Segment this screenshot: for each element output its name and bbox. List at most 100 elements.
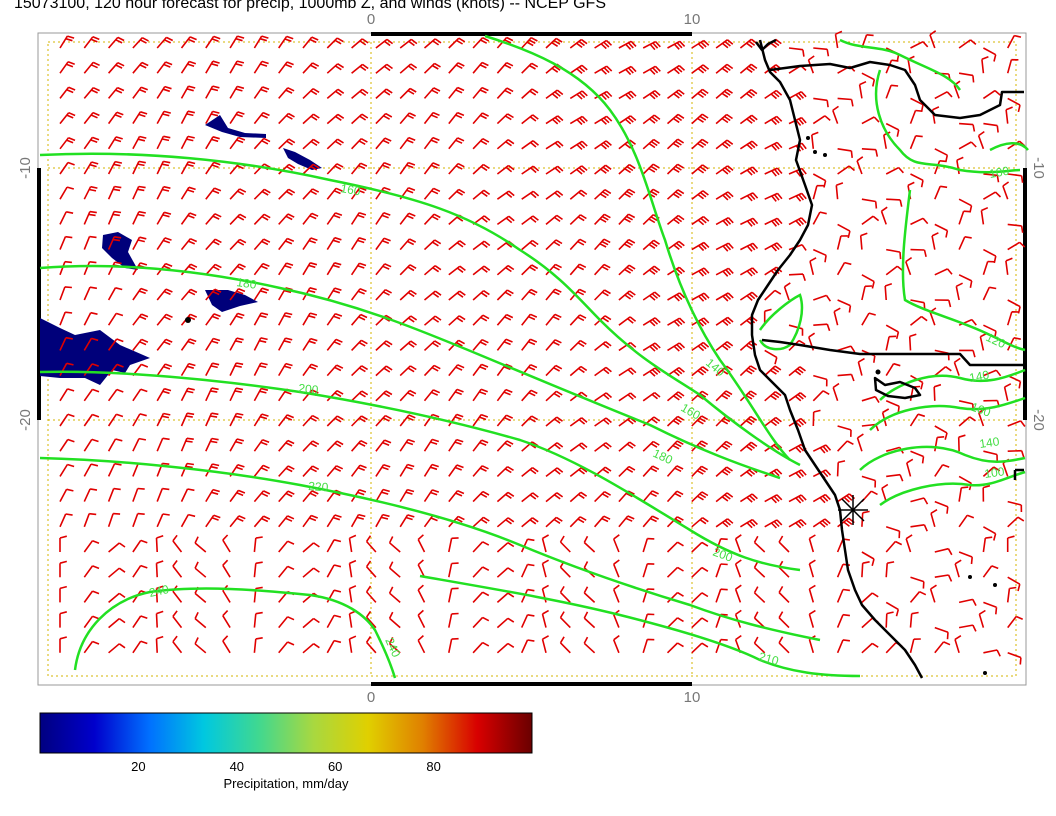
wind-barb xyxy=(108,643,126,654)
wind-barb xyxy=(205,288,222,301)
wind-barb xyxy=(559,611,571,629)
wind-barb xyxy=(934,574,953,582)
wind-barb xyxy=(934,148,949,163)
wind-barb xyxy=(569,263,587,276)
wind-barb xyxy=(278,641,295,654)
wind-barb xyxy=(908,333,917,351)
wind-barb xyxy=(715,613,728,628)
wind-barb xyxy=(472,290,490,301)
wind-barb xyxy=(642,40,661,51)
wind-barb xyxy=(253,439,270,452)
wind-barb xyxy=(541,609,549,628)
wind-barb xyxy=(107,86,125,99)
wind-barb xyxy=(472,112,489,125)
wind-barb xyxy=(205,337,221,351)
wind-barb xyxy=(812,444,832,454)
wind-barb xyxy=(666,138,685,150)
wind-barb xyxy=(569,417,588,427)
wind-barb xyxy=(594,90,613,101)
wind-barb xyxy=(180,237,198,251)
island xyxy=(875,369,881,375)
wind-barb xyxy=(594,392,613,402)
wind-barb xyxy=(59,61,75,74)
wind-barb xyxy=(594,366,612,377)
wind-barb xyxy=(496,517,515,528)
wind-barb xyxy=(277,337,293,351)
wind-barb xyxy=(448,364,465,377)
wind-barb xyxy=(740,217,759,227)
wind-barb xyxy=(691,390,709,402)
wind-barb xyxy=(278,465,295,477)
wind-barb xyxy=(278,616,295,629)
wind-barb xyxy=(691,617,709,629)
wind-barb xyxy=(569,165,588,175)
wind-barb xyxy=(520,588,535,603)
wind-barb xyxy=(278,87,295,99)
wind-barb xyxy=(155,635,164,653)
wind-barb xyxy=(885,611,894,628)
wind-barb xyxy=(83,438,99,452)
wind-barb xyxy=(59,488,74,502)
wind-barb xyxy=(885,601,900,617)
wind-barb xyxy=(861,561,870,578)
wind-barb xyxy=(472,86,489,99)
wind-barb xyxy=(302,337,318,351)
wind-barb xyxy=(559,636,571,654)
wind-barb xyxy=(618,238,636,251)
wind-barb xyxy=(958,624,977,632)
wind-barb xyxy=(205,110,220,124)
wind-barb xyxy=(156,160,171,175)
wind-barb xyxy=(1006,34,1022,49)
wind-barb xyxy=(934,626,949,640)
wind-barb xyxy=(642,265,661,276)
wind-barb xyxy=(594,491,611,503)
wind-barb xyxy=(108,567,126,578)
wind-barb xyxy=(399,63,418,74)
wind-barb xyxy=(886,198,903,207)
wind-barb xyxy=(205,387,219,402)
wind-barb xyxy=(229,85,245,99)
wind-barb xyxy=(1006,311,1019,326)
wind-barb xyxy=(691,366,709,377)
wind-barb xyxy=(715,88,733,100)
wind-barb xyxy=(326,440,344,452)
wind-barb xyxy=(788,142,807,152)
wind-barb xyxy=(229,387,244,402)
wind-barb xyxy=(472,516,490,528)
wind-barb xyxy=(423,315,442,326)
wind-barb xyxy=(618,465,636,477)
wind-barb xyxy=(448,315,466,326)
wind-barb xyxy=(472,490,490,503)
precip-areas xyxy=(40,115,322,385)
wind-barb xyxy=(229,489,246,503)
wind-barb xyxy=(715,139,734,150)
wind-barb xyxy=(496,61,514,74)
wind-barb xyxy=(253,561,263,578)
wind-barb xyxy=(764,289,782,301)
wind-barb xyxy=(618,392,637,402)
contour-line xyxy=(839,38,962,91)
wind-barb xyxy=(788,116,807,127)
wind-barb xyxy=(365,610,377,629)
wind-barb xyxy=(107,261,122,276)
wind-barb xyxy=(423,364,441,377)
wind-barb xyxy=(734,559,742,578)
wind-barb xyxy=(856,156,864,175)
wind-barb xyxy=(132,61,149,74)
wind-barb xyxy=(812,493,831,504)
wind-barb xyxy=(326,163,344,175)
wind-barb xyxy=(764,391,782,402)
wind-barb xyxy=(861,395,880,404)
wind-barb xyxy=(545,288,562,301)
wind-barb xyxy=(496,466,514,477)
wind-barb xyxy=(594,164,612,175)
wind-barb xyxy=(59,611,68,628)
wind-barb xyxy=(521,415,539,427)
wind-barb xyxy=(278,112,295,125)
contour-line xyxy=(39,152,801,467)
height-contours xyxy=(39,34,1029,679)
wind-barb xyxy=(302,440,320,452)
wind-barb xyxy=(983,450,998,462)
right-tick-minus20: -20 xyxy=(1030,409,1047,431)
wind-barb xyxy=(545,239,563,251)
